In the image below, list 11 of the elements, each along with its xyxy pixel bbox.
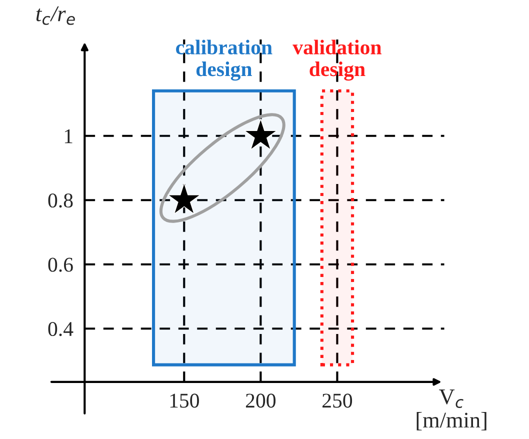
x-tick-label: 200 bbox=[246, 394, 276, 408]
band-label: validation design bbox=[292, 40, 382, 81]
x-tick-label: 150 bbox=[170, 394, 199, 408]
y-axis-title: t$_{c}$/r$_{e}$ bbox=[36, 6, 75, 25]
y-tick-label: 0.8 bbox=[48, 193, 73, 208]
y-tick-label: 1 bbox=[64, 129, 72, 144]
y-tick-label: 0.6 bbox=[48, 258, 73, 272]
y-tick-label: 0.4 bbox=[48, 322, 74, 336]
x-tick-label: 250 bbox=[322, 394, 352, 408]
x-axis-title: V$_{c}$ [m/min] bbox=[416, 390, 486, 430]
band-label: calibration design bbox=[176, 40, 272, 81]
